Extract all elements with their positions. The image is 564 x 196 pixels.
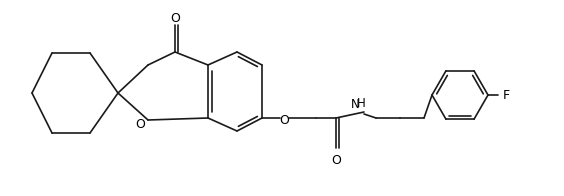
Text: O: O (279, 113, 289, 126)
Text: N: N (351, 97, 359, 111)
Text: F: F (503, 89, 509, 102)
Text: O: O (170, 12, 180, 24)
Text: O: O (331, 153, 341, 166)
Text: O: O (135, 119, 145, 132)
Text: H: H (356, 96, 365, 110)
